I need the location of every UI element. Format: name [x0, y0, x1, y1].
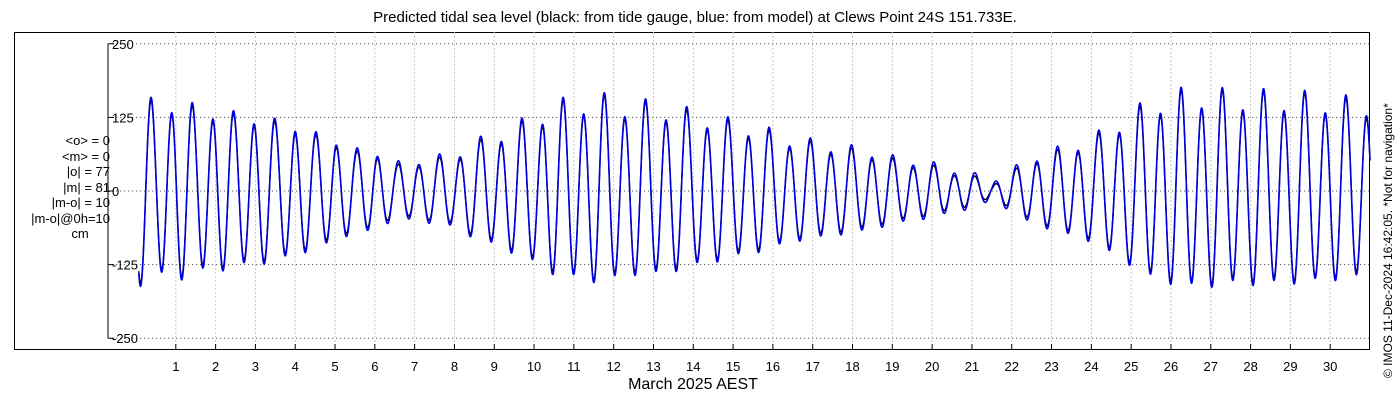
chart-frame: [14, 32, 1370, 350]
x-tick-label: 9: [491, 359, 498, 374]
x-tick-label: 7: [411, 359, 418, 374]
stat-abs-observed: |o| = 77: [66, 164, 110, 179]
x-tick-label: 23: [1044, 359, 1058, 374]
series-layer: [137, 86, 1371, 288]
stat-mean-model: <m> = 0: [61, 148, 110, 164]
x-tick-label: 18: [845, 359, 859, 374]
x-tick-label: 15: [726, 359, 740, 374]
x-tick-label: 17: [805, 359, 819, 374]
y-tick-label: 125: [112, 110, 134, 125]
x-axis-label: March 2025 AEST: [628, 376, 758, 393]
credit-text: © IMOS 11-Dec-2024 16:42:05. *Not for na…: [1381, 103, 1395, 378]
x-tick-label: 30: [1323, 359, 1337, 374]
x-tick-label: 11: [567, 359, 581, 374]
y-tick-label: -125: [112, 258, 138, 273]
series-line-tide-gauge: [138, 89, 1371, 285]
x-tick-label: 2: [212, 359, 219, 374]
x-tick-label: 19: [885, 359, 899, 374]
x-tick-label: 14: [686, 359, 700, 374]
x-tick-label: 25: [1124, 359, 1138, 374]
stat-abs-model: |m| = 81: [63, 179, 110, 195]
x-tick-label: 20: [925, 359, 939, 374]
stat-unit: cm: [71, 226, 89, 241]
x-tick-label: 5: [331, 359, 338, 374]
x-tick-label: 1: [172, 359, 179, 374]
stat-mean-observed: <o> = 0: [65, 133, 110, 148]
x-tick-label: 12: [606, 359, 620, 374]
x-tick-label: 27: [1204, 359, 1218, 374]
axis-layer: [107, 43, 1331, 350]
x-tick-label: 21: [965, 359, 979, 374]
chart-title: Predicted tidal sea level (black: from t…: [373, 9, 1017, 26]
y-tick-label: -250: [112, 331, 138, 346]
stats-panel: <o> = 0 <m> = 0 |o| = 77 |m| = 81 |m-o| …: [14, 133, 110, 242]
y-tick-label: 250: [112, 37, 134, 52]
x-tick-label: 29: [1283, 359, 1297, 374]
series-line-model: [137, 86, 1371, 288]
x-tick-label: 6: [371, 359, 378, 374]
x-tick-label: 16: [766, 359, 780, 374]
x-tick-label: 26: [1164, 359, 1178, 374]
stat-abs-diff-0h: |m-o|@0h=10: [31, 210, 110, 226]
x-tick-label: 10: [527, 359, 541, 374]
x-tick-label: 3: [252, 359, 259, 374]
y-tick-label: 0: [112, 184, 119, 199]
x-tick-label: 22: [1005, 359, 1019, 374]
x-tick-label: 4: [292, 359, 299, 374]
stat-abs-diff: |m-o| = 10: [51, 195, 110, 210]
x-tick-label: 24: [1084, 359, 1098, 374]
grid-layer: [112, 32, 1370, 350]
x-tick-label: 13: [646, 359, 660, 374]
x-tick-label: 8: [451, 359, 458, 374]
x-tick-label: 28: [1243, 359, 1257, 374]
